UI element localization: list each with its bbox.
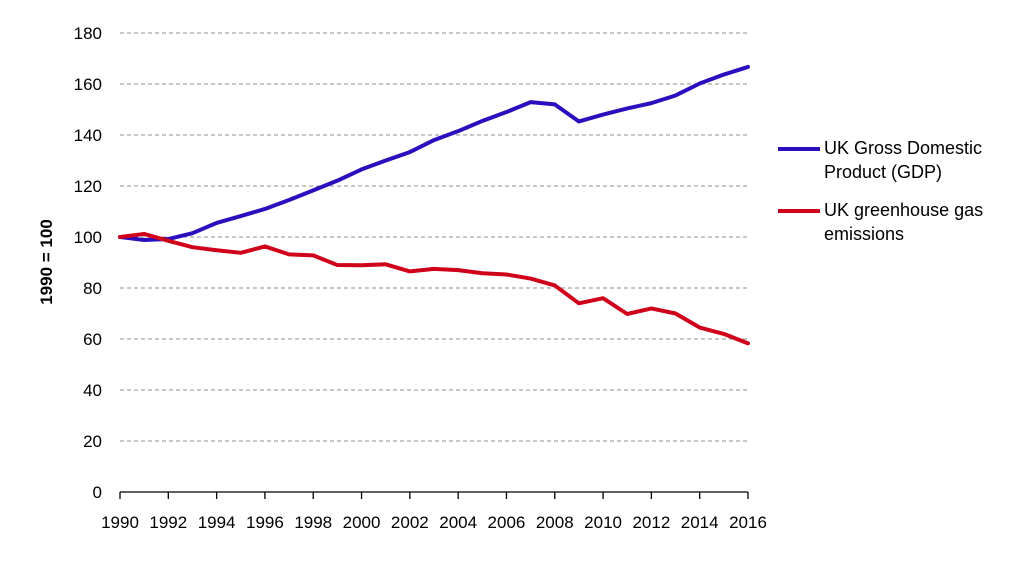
x-tick-label: 2000	[343, 513, 381, 532]
x-tick-label: 2014	[681, 513, 719, 532]
series-line-emissions	[118, 231, 750, 346]
y-tick-label: 0	[93, 483, 102, 502]
x-tick-label: 1996	[246, 513, 284, 532]
series-lines	[118, 64, 750, 346]
legend-label-gdp: UK Gross Domestic Product (GDP)	[824, 138, 983, 182]
x-axis-ticks: 1990 1992 1994 1996 1998 2000 2002 2004 2006 2008…	[101, 492, 767, 532]
x-tick-label: 2012	[632, 513, 670, 532]
legend-label-emissions: UK greenhouse gas emissions	[824, 200, 984, 244]
y-tick-label: 80	[83, 279, 102, 298]
y-tick-label: 180	[74, 24, 102, 43]
y-tick-label: 120	[74, 177, 102, 196]
grid-lines	[120, 32, 748, 442]
y-tick-label: 20	[83, 432, 102, 451]
x-tick-label: 2004	[439, 513, 477, 532]
legend-swatch-emissions	[778, 209, 820, 213]
y-axis-label: 1990 = 100	[37, 219, 56, 305]
x-tick-label: 2006	[488, 513, 526, 532]
legend-swatch-gdp	[778, 147, 820, 151]
x-tick-label: 2010	[584, 513, 622, 532]
y-tick-label: 140	[74, 126, 102, 145]
series-line-gdp	[118, 64, 750, 243]
x-tick-label: 2008	[536, 513, 574, 532]
x-tick-label: 2016	[729, 513, 767, 532]
legend-item-emissions: UK greenhouse gas emissions	[778, 198, 1013, 246]
x-tick-label: 1994	[198, 513, 236, 532]
x-tick-label: 1998	[294, 513, 332, 532]
y-axis-ticks: 0 20 40 60 80 100 120 140 160 180	[74, 24, 102, 502]
x-tick-label: 1990	[101, 513, 139, 532]
y-tick-label: 60	[83, 330, 102, 349]
legend-item-gdp: UK Gross Domestic Product (GDP)	[778, 136, 1013, 184]
y-tick-label: 100	[74, 228, 102, 247]
legend: UK Gross Domestic Product (GDP) UK green…	[778, 136, 1013, 260]
y-tick-label: 40	[83, 381, 102, 400]
x-tick-label: 2002	[391, 513, 429, 532]
x-tick-label: 1992	[149, 513, 187, 532]
y-tick-label: 160	[74, 75, 102, 94]
